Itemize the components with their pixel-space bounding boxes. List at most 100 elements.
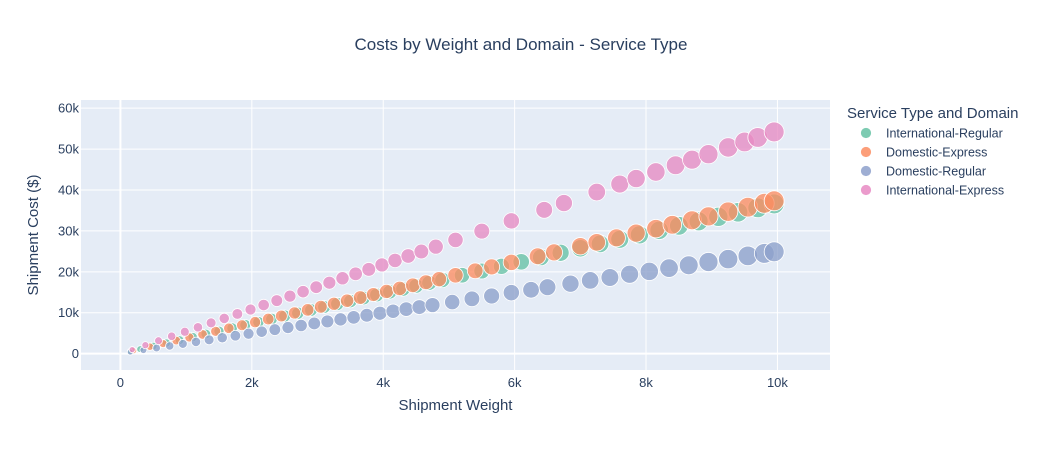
x-tick-label: 10k	[767, 375, 788, 390]
legend-marker-icon	[860, 184, 872, 196]
data-point	[763, 241, 785, 263]
legend-item[interactable]: Domestic-Express	[860, 146, 988, 160]
data-point	[165, 341, 175, 351]
y-tick-label: 0	[72, 346, 79, 361]
legend-item[interactable]: Domestic-Regular	[860, 165, 987, 179]
data-point	[281, 321, 295, 334]
y-tick-label: 30k	[58, 223, 79, 238]
data-point	[718, 201, 739, 222]
data-point	[387, 252, 403, 269]
data-point	[554, 194, 573, 213]
data-point	[646, 219, 666, 239]
legend-label: Domestic-Regular	[886, 165, 986, 179]
data-point	[763, 121, 785, 143]
data-point	[571, 237, 590, 256]
data-point	[231, 308, 244, 320]
y-tick-label: 20k	[58, 264, 79, 279]
data-point	[607, 228, 626, 248]
legend[interactable]: Service Type and Domain International-Re…	[847, 105, 1018, 198]
x-tick-label: 6k	[508, 375, 522, 390]
data-point	[528, 247, 547, 266]
legend-marker-icon	[860, 146, 872, 158]
data-point	[309, 280, 323, 294]
data-point	[301, 303, 315, 317]
legend-label: International-Regular	[886, 127, 1003, 141]
data-point	[262, 312, 275, 326]
x-tick-label: 0	[117, 375, 124, 390]
legend-item[interactable]: International-Regular	[860, 127, 1003, 141]
data-point	[379, 283, 395, 299]
data-point	[348, 266, 363, 282]
data-point	[424, 297, 441, 313]
data-point	[255, 325, 268, 338]
data-point	[296, 285, 310, 299]
data-point	[447, 267, 464, 284]
data-point	[154, 336, 163, 346]
series-domestic-regular	[126, 241, 785, 356]
data-point	[307, 316, 321, 331]
data-point	[190, 336, 202, 347]
y-tick-label: 40k	[58, 183, 79, 198]
data-point	[192, 322, 204, 333]
data-point	[294, 318, 308, 333]
data-point	[339, 293, 355, 308]
data-point	[288, 306, 302, 320]
data-point	[236, 319, 248, 332]
data-point	[659, 258, 679, 278]
legend-item[interactable]: International-Express	[860, 184, 1005, 198]
data-point	[678, 255, 699, 276]
data-point	[610, 174, 630, 194]
x-axis-title: Shipment Weight	[399, 397, 514, 414]
data-point	[418, 274, 434, 291]
data-point	[270, 294, 284, 307]
data-point	[581, 271, 600, 290]
data-point	[698, 144, 719, 165]
data-point	[374, 257, 390, 273]
data-point	[600, 268, 620, 287]
data-point	[152, 343, 161, 353]
data-point	[335, 271, 350, 286]
data-point	[257, 298, 270, 312]
data-point	[210, 325, 222, 337]
data-point	[561, 274, 580, 293]
y-tick-label: 10k	[58, 305, 79, 320]
data-point	[639, 261, 659, 281]
x-tick-label: 4k	[376, 375, 390, 390]
data-point	[372, 305, 388, 321]
data-point	[538, 278, 557, 297]
data-point	[587, 182, 606, 202]
data-point	[473, 222, 491, 240]
data-point	[620, 264, 640, 284]
legend-items[interactable]: International-Regular Domestic-Express Dom…	[860, 127, 1005, 198]
data-point	[400, 248, 416, 264]
data-point	[313, 299, 328, 314]
data-point	[320, 314, 335, 329]
legend-title: Service Type and Domain	[847, 105, 1018, 122]
data-point	[587, 233, 606, 252]
data-point	[244, 303, 257, 316]
data-point	[398, 301, 414, 317]
data-point	[361, 262, 377, 277]
data-point	[128, 346, 136, 354]
data-point	[626, 223, 646, 243]
x-tick-label: 8k	[639, 375, 653, 390]
data-point	[223, 322, 235, 334]
data-point	[218, 312, 230, 324]
data-point	[405, 277, 421, 294]
y-tick-label: 50k	[58, 142, 79, 157]
data-point	[646, 162, 666, 182]
y-axis-title: Shipment Cost ($)	[25, 175, 42, 296]
data-point	[535, 201, 554, 219]
data-point	[346, 310, 361, 325]
data-markers	[126, 121, 785, 356]
data-point	[444, 294, 461, 311]
data-point	[249, 316, 262, 329]
data-point	[242, 327, 255, 340]
legend-label: International-Express	[886, 184, 1004, 198]
x-tick-label: 2k	[245, 375, 259, 390]
data-point	[392, 280, 408, 297]
legend-label: Domestic-Express	[886, 146, 987, 160]
series-international-express	[128, 121, 785, 354]
data-point	[466, 262, 484, 280]
